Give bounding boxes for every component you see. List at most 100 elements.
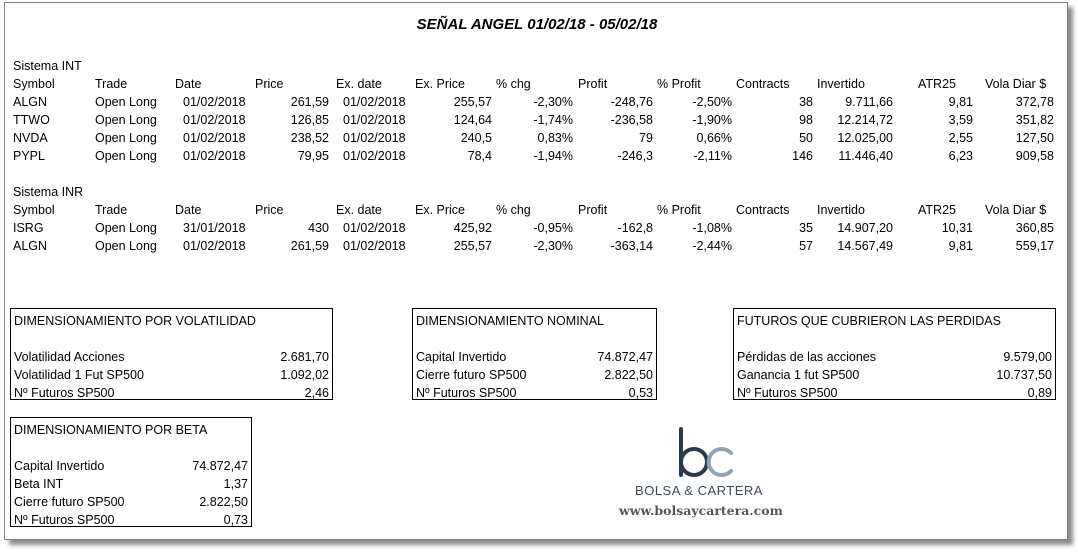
box-row-label: Nº Futuros SP500: [14, 513, 115, 527]
column-header-profit: Profit: [578, 203, 608, 217]
box-row-value: 9.579,00: [1003, 350, 1052, 364]
cell-atr25: 2,55: [948, 131, 973, 145]
box-row-label: Cierre futuro SP500: [14, 495, 125, 509]
page-title: SEÑAL ANGEL 01/02/18 - 05/02/18: [416, 16, 658, 33]
cell-trade: Open Long: [95, 95, 157, 109]
column-header-invertido: Invertido: [817, 77, 865, 91]
cell-contracts: 35: [799, 221, 813, 235]
column-header-ex-date: Ex. date: [336, 77, 382, 91]
box-row-value: 2.822,50: [199, 495, 248, 509]
cell-ex-date: 01/02/2018: [343, 149, 406, 163]
cell-symbol: NVDA: [13, 131, 48, 145]
cell-atr25: 6,23: [948, 149, 973, 163]
column-header-vola-diar: Vola Diar $: [985, 203, 1047, 217]
cell-pct-chg: -1,74%: [533, 113, 573, 127]
cell-profit: -248,76: [610, 95, 653, 109]
column-header-price: Price: [255, 77, 284, 91]
bolsa-cartera-logo-icon: [673, 427, 735, 482]
box-row-value: 0,73: [223, 513, 248, 527]
cell-symbol: PYPL: [13, 149, 45, 163]
cell-pct-chg: -2,30%: [533, 239, 573, 253]
box-row-label: Nº Futuros SP500: [14, 386, 115, 400]
column-header-symbol: Symbol: [13, 203, 55, 217]
cell-date: 01/02/2018: [183, 239, 246, 253]
logo-website-link[interactable]: www.bolsaycartera.com: [619, 503, 783, 518]
cell-pct-chg: -1,94%: [533, 149, 573, 163]
column-header-ex-price: Ex. Price: [415, 77, 466, 91]
box-row-value: 0,89: [1027, 386, 1052, 400]
cell-price: 126,85: [290, 113, 329, 127]
box-row-value: 1.092,02: [280, 368, 329, 382]
cell-trade: Open Long: [95, 239, 157, 253]
cell-price: 79,95: [297, 149, 329, 163]
box-title: DIMENSIONAMIENTO POR VOLATILIDAD: [14, 314, 256, 328]
box-row-label: Volatilidad 1 Fut SP500: [14, 368, 144, 382]
cell-trade: Open Long: [95, 131, 157, 145]
volatility-sizing-box: DIMENSIONAMIENTO POR VOLATILIDAD Volatili…: [10, 308, 333, 400]
cell-invertido: 12.025,00: [837, 131, 893, 145]
cell-invertido: 11.446,40: [838, 149, 893, 163]
cell-atr25: 3,59: [948, 113, 973, 127]
column-header-ex-price: Ex. Price: [415, 203, 466, 217]
cell-vola-diar: 127,50: [1015, 131, 1054, 145]
cell-ex-price: 425,92: [453, 221, 492, 235]
column-header-contracts: Contracts: [736, 203, 790, 217]
column-header-atr25: ATR25: [918, 77, 956, 91]
cell-atr25: 9,81: [948, 95, 973, 109]
box-row-label: Ganancia 1 fut SP500: [737, 368, 860, 382]
cell-pct-profit: -2,44%: [692, 239, 732, 253]
cell-ex-date: 01/02/2018: [343, 131, 406, 145]
cell-date: 01/02/2018: [183, 131, 246, 145]
cell-pct-profit: -1,08%: [692, 221, 732, 235]
cell-profit: 79: [639, 131, 653, 145]
box-row-label: Nº Futuros SP500: [737, 386, 838, 400]
spreadsheet-sheet: SEÑAL ANGEL 01/02/18 - 05/02/18 Sistema …: [4, 2, 1068, 540]
cell-vola-diar: 372,78: [1015, 95, 1054, 109]
box-row-label: Beta INT: [14, 477, 64, 491]
column-header-pct-chg: % chg: [496, 203, 531, 217]
box-row-value: 74.872,47: [597, 350, 653, 364]
cell-profit: -162,8: [617, 221, 653, 235]
cell-symbol: ISRG: [13, 221, 44, 235]
cell-date: 31/01/2018: [183, 221, 246, 235]
cell-date: 01/02/2018: [183, 149, 246, 163]
cell-atr25: 9,81: [948, 239, 973, 253]
cell-ex-date: 01/02/2018: [343, 221, 406, 235]
cell-ex-price: 240,5: [460, 131, 492, 145]
box-row-label: Volatilidad Acciones: [14, 350, 125, 364]
cell-contracts: 38: [799, 95, 813, 109]
cell-invertido: 12.214,72: [837, 113, 893, 127]
cell-symbol: TTWO: [13, 113, 50, 127]
box-title: DIMENSIONAMIENTO POR BETA: [14, 423, 208, 437]
cell-atr25: 10,31: [941, 221, 973, 235]
cell-price: 261,59: [290, 239, 329, 253]
column-header-contracts: Contracts: [736, 77, 790, 91]
cell-pct-profit: -1,90%: [692, 113, 732, 127]
cell-ex-date: 01/02/2018: [343, 95, 406, 109]
column-header-pct-chg: % chg: [496, 77, 531, 91]
column-header-pct-profit: % Profit: [657, 77, 701, 91]
column-header-ex-date: Ex. date: [336, 203, 382, 217]
cell-date: 01/02/2018: [183, 95, 246, 109]
cell-vola-diar: 909,58: [1015, 149, 1054, 163]
cell-symbol: ALGN: [13, 239, 48, 253]
cell-contracts: 98: [799, 113, 813, 127]
cell-invertido: 14.567,49: [837, 239, 893, 253]
hedging-futures-box: FUTUROS QUE CUBRIERON LAS PERDIDAS Pérdid…: [733, 308, 1056, 400]
cell-price: 261,59: [290, 95, 329, 109]
cell-ex-date: 01/02/2018: [343, 239, 406, 253]
column-header-date: Date: [175, 77, 202, 91]
cell-pct-profit: 0,66%: [696, 131, 732, 145]
section-title: Sistema INR: [13, 185, 84, 199]
box-row-label: Nº Futuros SP500: [416, 386, 517, 400]
cell-profit: -236,58: [610, 113, 653, 127]
cell-ex-price: 255,57: [453, 95, 492, 109]
box-row-value: 0,53: [628, 386, 653, 400]
cell-contracts: 50: [799, 131, 813, 145]
column-header-trade: Trade: [95, 203, 128, 217]
box-title: DIMENSIONAMIENTO NOMINAL: [416, 314, 604, 328]
column-header-vola-diar: Vola Diar $: [985, 77, 1047, 91]
box-row-value: 2,46: [304, 386, 329, 400]
cell-contracts: 146: [792, 149, 813, 163]
column-header-atr25: ATR25: [918, 203, 956, 217]
